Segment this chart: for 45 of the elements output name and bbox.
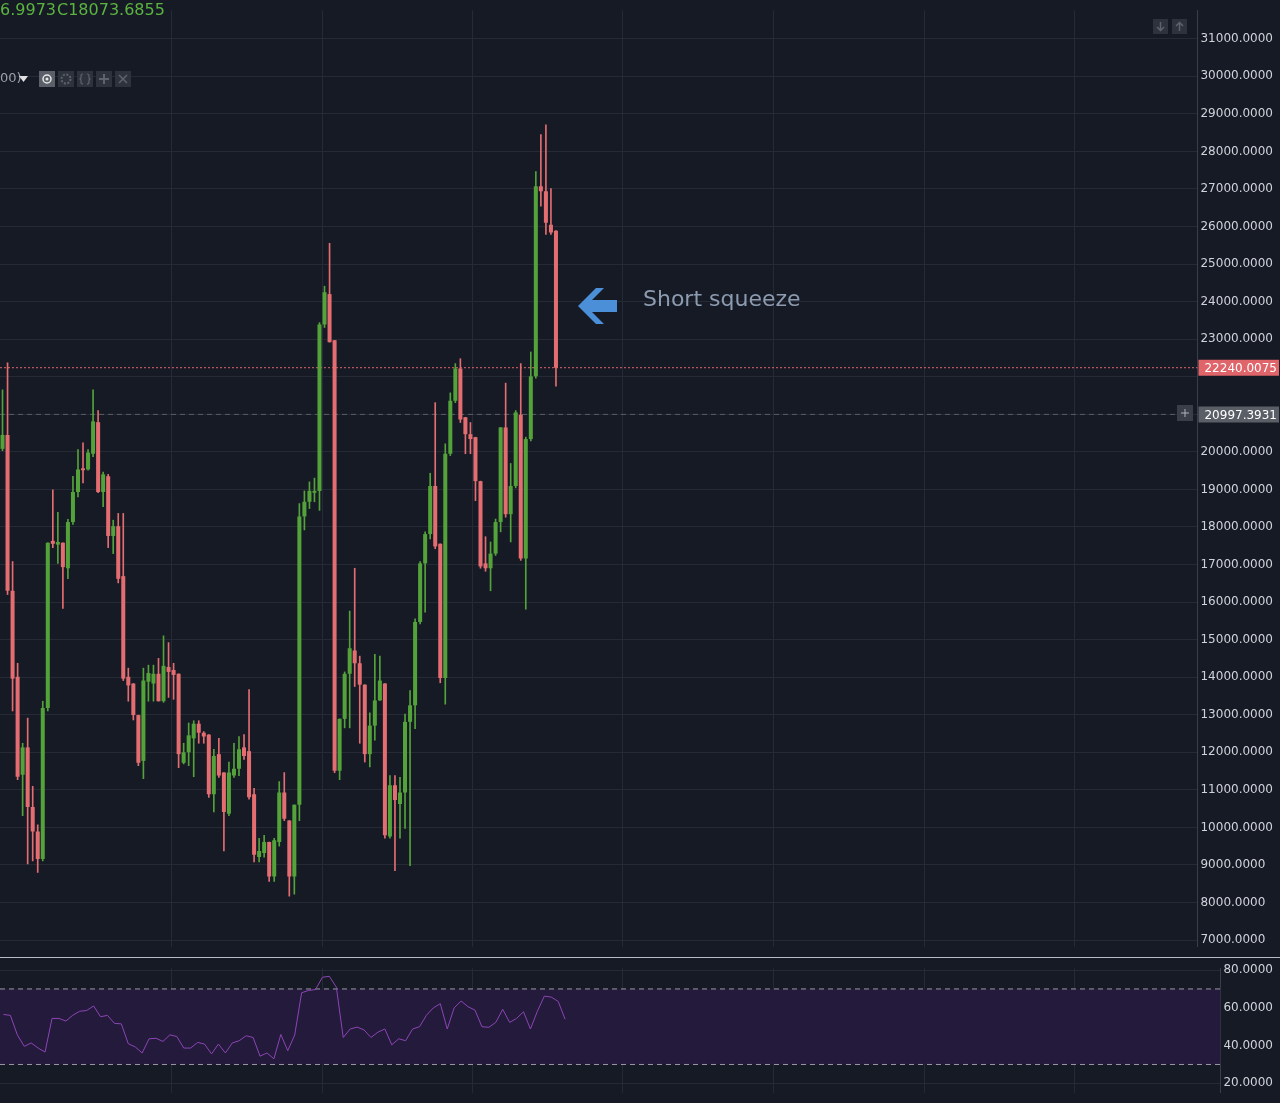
y-tick-label: 10000.0000: [1200, 819, 1273, 834]
annotation: Short squeeze: [643, 286, 801, 311]
y-tick-label: 25000.0000: [1200, 256, 1273, 271]
y-tick-label: 17000.0000: [1200, 556, 1273, 571]
y-tick-label: 20.0000: [1223, 1075, 1273, 1090]
y-tick-label: 24000.0000: [1200, 293, 1273, 308]
candlestick: [347, 610, 352, 729]
y-tick-label: 31000.0000: [1200, 30, 1273, 45]
y-tick-label: 19000.0000: [1200, 481, 1273, 496]
candlestick: [392, 775, 397, 871]
candlestick: [538, 134, 543, 207]
y-tick-label: 27000.0000: [1200, 181, 1273, 196]
candlestick: [352, 567, 357, 687]
annotation: 00): [0, 70, 22, 85]
y-tick-label: 29000.0000: [1200, 105, 1273, 120]
candlestick: [81, 442, 86, 484]
candlestick: [50, 489, 55, 548]
annotation: 6.9973: [0, 0, 56, 19]
y-tick-label: 40.0000: [1223, 1037, 1273, 1052]
y-tick-label: 11000.0000: [1200, 781, 1273, 796]
candlestick: [408, 690, 413, 867]
y-tick-label: 80.0000: [1223, 962, 1273, 977]
y-tick-label: 13000.0000: [1200, 706, 1273, 721]
y-tick-label: 15000.0000: [1200, 631, 1273, 646]
y-tick-label: 16000.0000: [1200, 594, 1273, 609]
y-tick-label: 60.0000: [1223, 999, 1273, 1014]
candlestick: [55, 511, 60, 564]
ref-line-label: 20997.3931: [1204, 407, 1277, 422]
candlestick: [357, 655, 362, 744]
ref-line-label: 22240.0075: [1204, 360, 1277, 375]
candlestick: [397, 777, 403, 839]
y-tick-label: 20000.0000: [1200, 443, 1273, 458]
annotation: C18073.6855: [57, 0, 165, 19]
y-tick-label: 26000.0000: [1200, 218, 1273, 233]
y-tick-label: 30000.0000: [1200, 68, 1273, 83]
y-tick-label: 12000.0000: [1200, 744, 1273, 759]
y-tick-label: 9000.0000: [1200, 857, 1266, 872]
candlestick: [257, 837, 262, 863]
y-tick-label: 23000.0000: [1200, 331, 1273, 346]
y-tick-label: 28000.0000: [1200, 143, 1273, 158]
y-tick-label: 14000.0000: [1200, 669, 1273, 684]
y-tick-label: 8000.0000: [1200, 894, 1266, 909]
y-tick-label: 7000.0000: [1200, 932, 1266, 947]
y-tick-label: 18000.0000: [1200, 519, 1273, 534]
candlestick: [191, 720, 196, 778]
